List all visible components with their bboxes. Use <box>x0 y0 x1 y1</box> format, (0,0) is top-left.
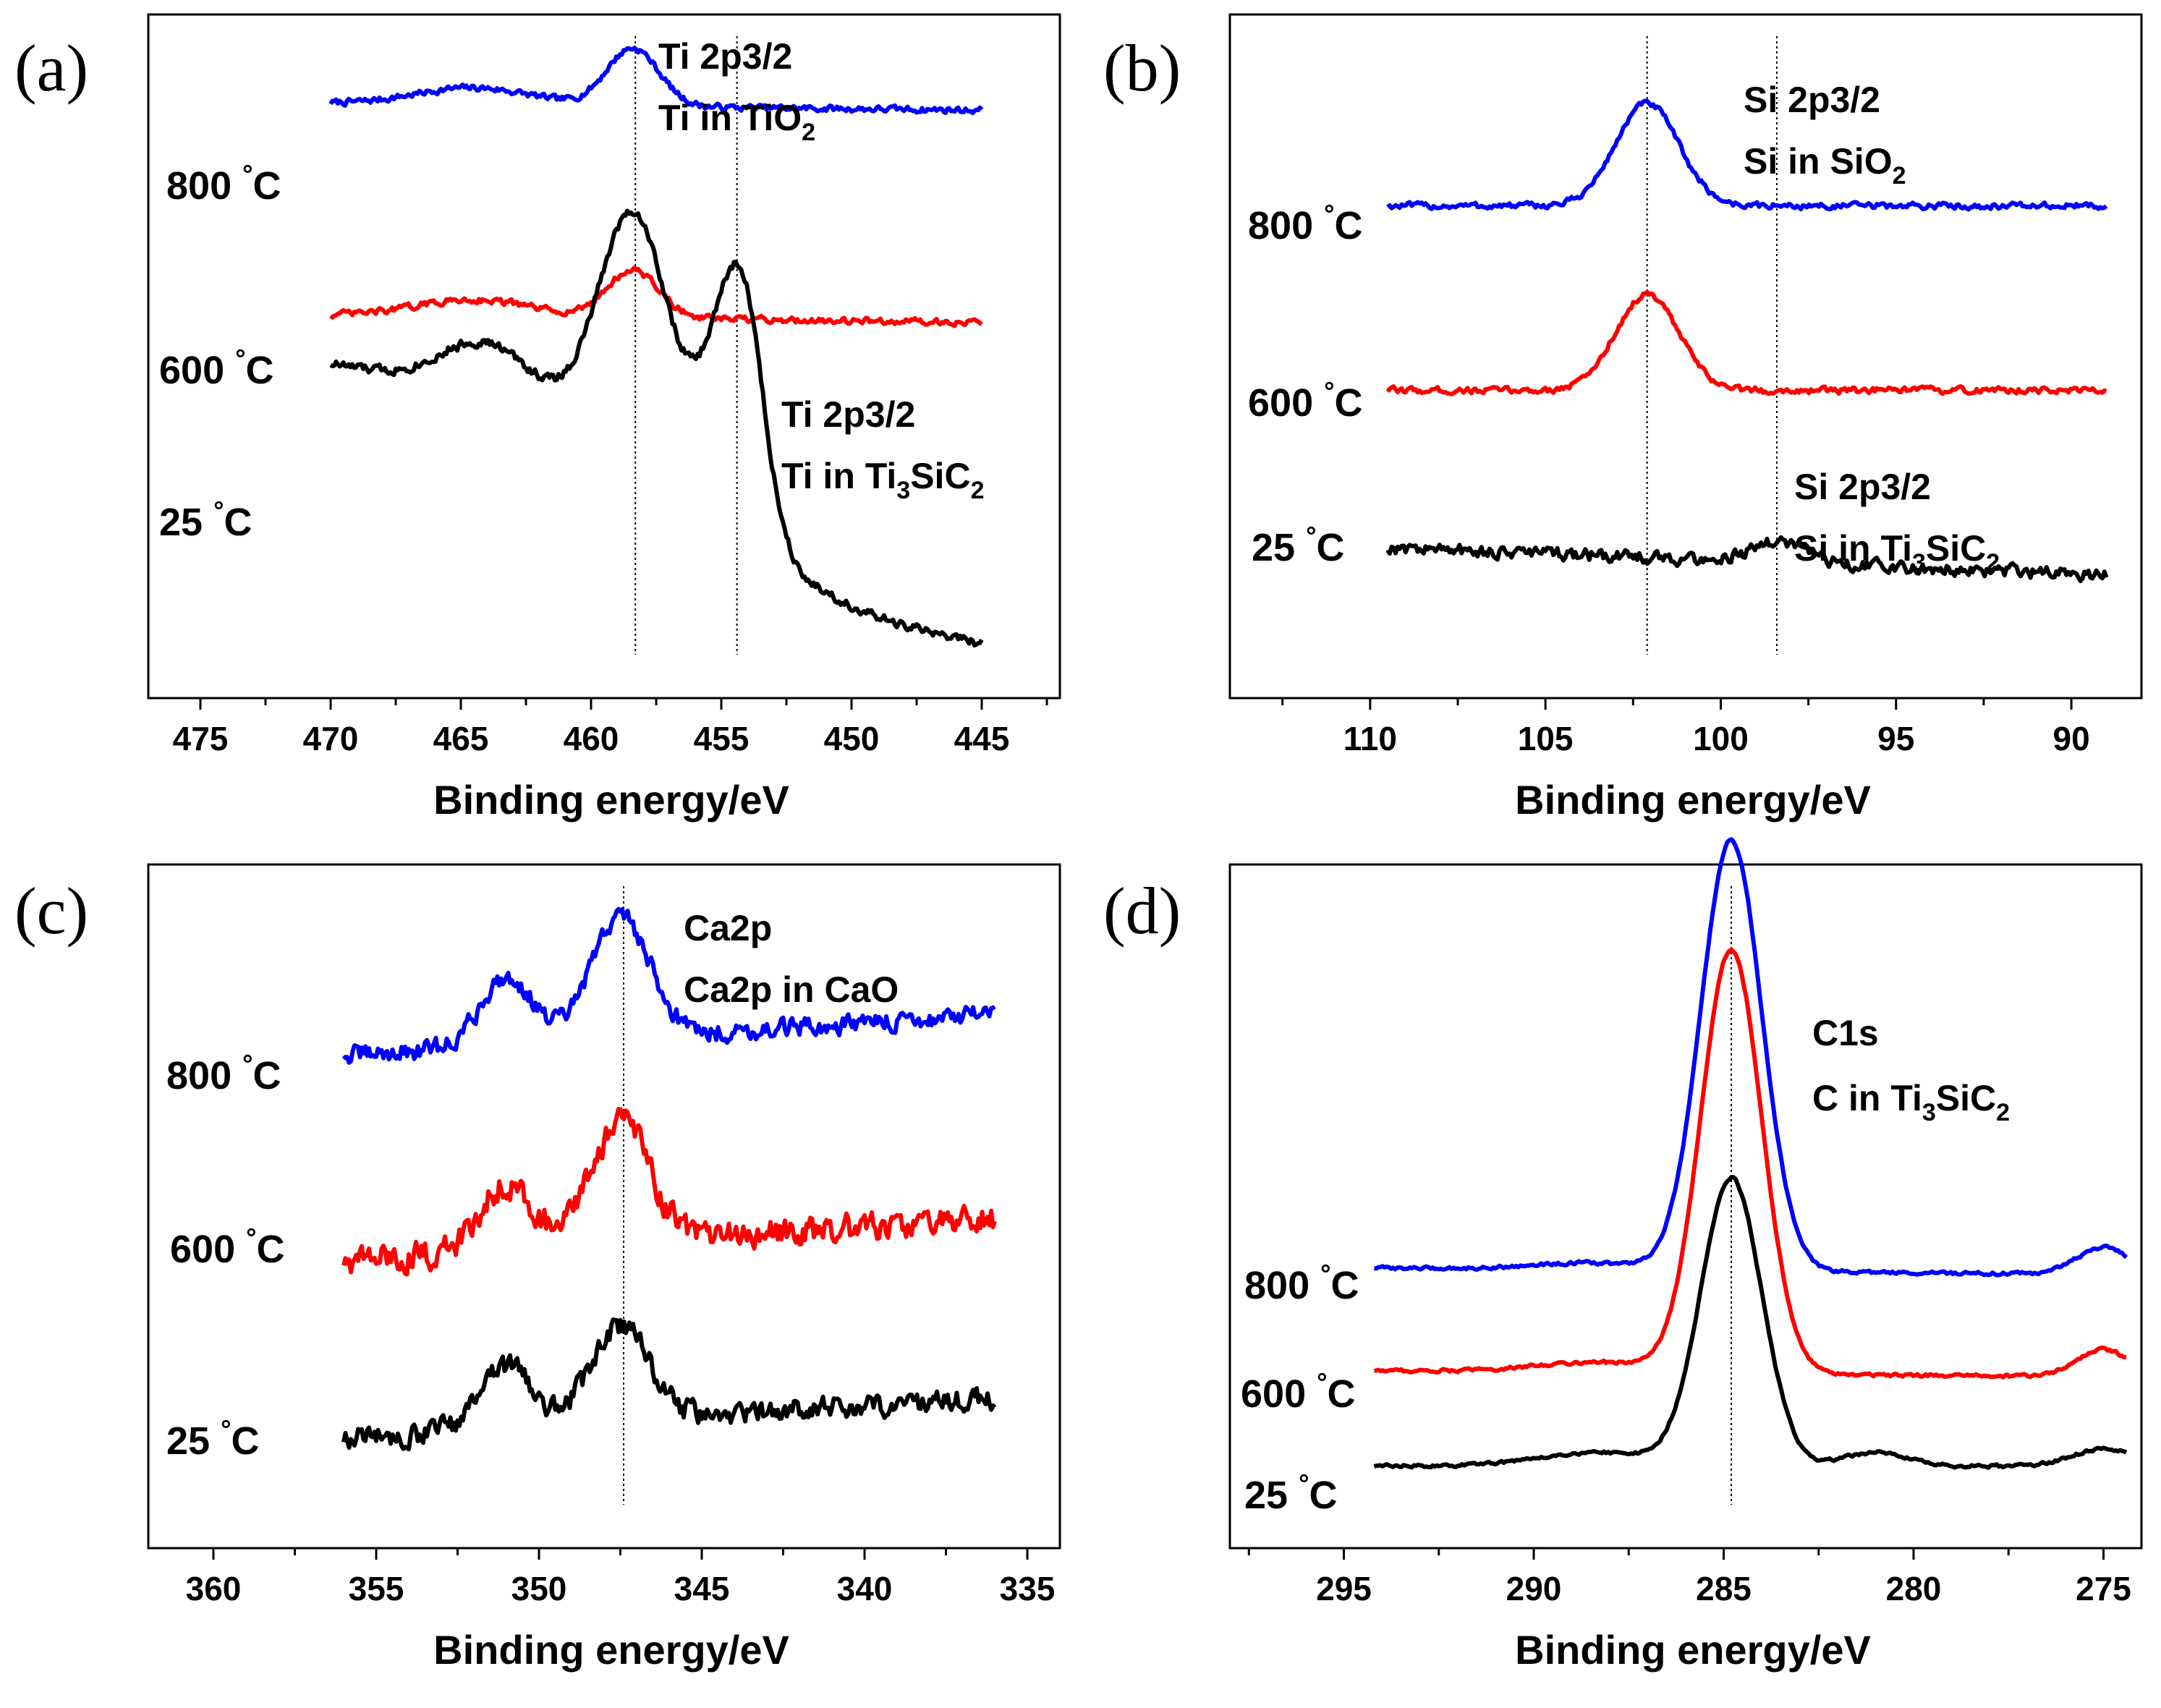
series-label-25C: 25 °C <box>1244 1469 1337 1517</box>
x-tick-label: 460 <box>564 720 619 757</box>
panel-label: (b) <box>1103 31 1181 105</box>
peak-annotation: C in Ti3SiC2 <box>1812 1078 2010 1126</box>
x-tick-label: 90 <box>2052 720 2089 757</box>
x-tick-label: 445 <box>954 720 1010 757</box>
x-tick-label: 475 <box>173 720 229 757</box>
peak-annotation: Si 2p3/2 <box>1744 80 1880 120</box>
series-line-800C <box>1386 98 2108 212</box>
series-label-800C: 800 °C <box>1244 1259 1359 1307</box>
x-tick-label: 360 <box>186 1570 242 1607</box>
plot-frame <box>1228 13 2143 700</box>
series-line-800C <box>341 906 996 1065</box>
panel-label: (a) <box>14 31 88 105</box>
peak-annotation: Ca2p <box>684 908 772 948</box>
peak-annotation: Ti in Ti3SiC2 <box>781 456 984 504</box>
peak-annotation: Si in SiO2 <box>1744 141 1906 190</box>
panel-a: 475 470 465 460 455 450 445 Binding energy/eV (a… <box>14 13 1061 823</box>
series-label-25C: 25 °C <box>159 496 252 544</box>
series-label-25C: 25 °C <box>166 1414 259 1463</box>
peak-annotation: Ti in TiO2 <box>658 98 815 146</box>
x-tick-label: 340 <box>837 1570 893 1607</box>
x-tick-label: 455 <box>694 720 750 757</box>
x-tick-label: 280 <box>1886 1570 1942 1607</box>
plot-frame <box>1228 863 2143 1550</box>
x-tick-label: 285 <box>1696 1570 1752 1607</box>
x-tick-label: 290 <box>1506 1570 1562 1607</box>
series-line-600C <box>1374 948 2127 1380</box>
peak-annotation: Ti 2p3/2 <box>781 394 915 435</box>
series-label-600C: 600 °C <box>1248 376 1363 425</box>
series-line-25C <box>1373 1175 2128 1470</box>
series-line-25C <box>341 1317 997 1452</box>
x-axis-label: Binding energy/eV <box>1515 777 1871 823</box>
panel-label: (d) <box>1103 874 1181 948</box>
series-line-800C <box>1374 837 2128 1278</box>
series-line-600C <box>341 1107 997 1277</box>
peak-annotation: Si 2p3/2 <box>1794 467 1931 507</box>
series-line-600C <box>1385 289 2107 396</box>
series-label-800C: 800 °C <box>1248 199 1363 247</box>
x-tick-label: 350 <box>511 1570 567 1607</box>
panel-d: 295 290 285 280 275 Binding energy/eV (d) 800 °… <box>1103 837 2143 1673</box>
series-label-600C: 600 °C <box>159 344 274 392</box>
peak-annotation: Si in Ti3SiC2 <box>1794 528 2000 577</box>
series-label-800C: 800 °C <box>166 159 281 208</box>
series-label-800C: 800 °C <box>166 1049 281 1097</box>
peak-annotation: C1s <box>1812 1013 1879 1053</box>
series-line-800C <box>328 46 984 116</box>
x-axis-label: Binding energy/eV <box>1515 1627 1871 1673</box>
x-tick-label: 345 <box>674 1570 730 1607</box>
x-tick-label: 465 <box>433 720 489 757</box>
x-tick-label: 295 <box>1316 1570 1372 1607</box>
x-tick-label: 95 <box>1877 720 1914 757</box>
x-tick-label: 105 <box>1518 720 1574 757</box>
series-line-25C <box>1385 535 2109 584</box>
series-label-25C: 25 °C <box>1252 521 1344 569</box>
x-tick-label: 110 <box>1343 720 1397 757</box>
series-label-600C: 600 °C <box>1241 1367 1356 1416</box>
peak-annotation: Ca2p in CaO <box>684 969 899 1010</box>
x-tick-label: 355 <box>349 1570 404 1607</box>
series-line-25C <box>329 208 984 648</box>
panel-label: (c) <box>14 874 88 948</box>
series-line-600C <box>329 265 983 328</box>
x-tick-label: 450 <box>824 720 880 757</box>
peak-annotation: Ti 2p3/2 <box>658 36 792 77</box>
x-tick-label: 335 <box>1000 1570 1056 1607</box>
x-tick-label: 470 <box>303 720 359 757</box>
x-tick-label: 100 <box>1693 720 1749 757</box>
x-axis-label: Binding energy/eV <box>433 777 789 823</box>
x-tick-label: 275 <box>2076 1570 2131 1607</box>
series-label-600C: 600 °C <box>170 1223 285 1271</box>
x-axis-label: Binding energy/eV <box>433 1627 789 1673</box>
panel-c: 360 355 350 345 340 335 Binding energy/eV (c) 80… <box>14 863 1061 1673</box>
panel-b: 110 105 100 95 90 Binding energy/eV (b) 800 °C 6… <box>1103 13 2143 823</box>
plot-frame <box>147 863 1061 1550</box>
plot-frame <box>147 13 1061 700</box>
